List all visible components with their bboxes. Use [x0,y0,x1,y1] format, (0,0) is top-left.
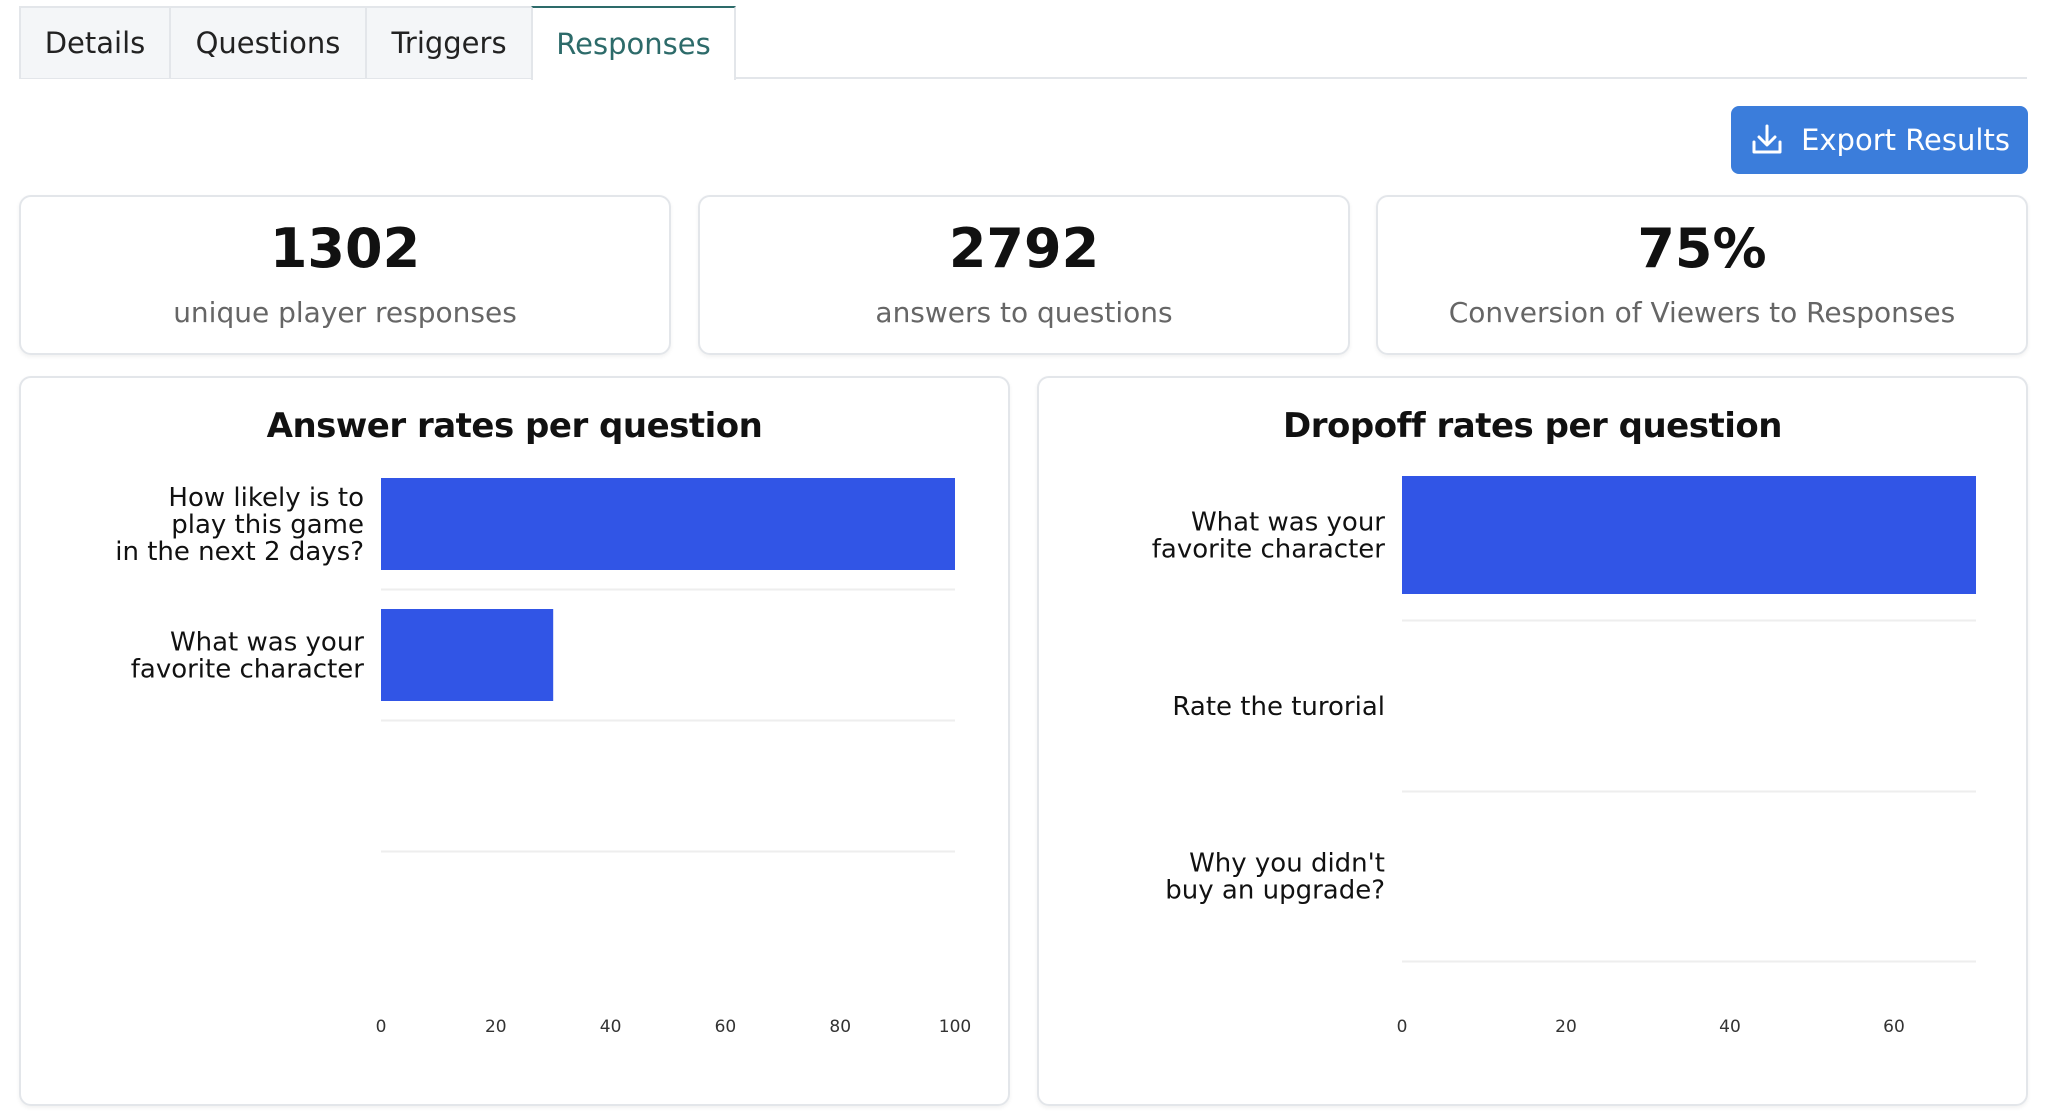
tab-responses[interactable]: Responses [531,6,736,80]
chart-title: Dropoff rates per question [1283,406,1782,446]
stat-card-conversion: 75% Conversion of Viewers to Responses [1376,195,2028,355]
category-label: What was your [1191,508,1385,538]
tab-bar-divider [19,77,2027,79]
answer-rates-chart-card: Answer rates per question How likely is … [19,376,1010,1106]
bar [1402,476,1976,594]
tab-bar: Details Questions Triggers Responses [19,6,2027,80]
x-tick-label: 40 [1719,1017,1741,1037]
stat-value: 1302 [269,216,421,280]
category-label: play this game [171,510,364,540]
x-tick-label: 0 [376,1017,387,1037]
x-tick-label: 0 [1397,1017,1408,1037]
category-label: Rate the turorial [1172,692,1385,722]
stat-value: 75% [1637,216,1767,280]
stat-card-answers: 2792 answers to questions [698,195,1350,355]
stat-label: unique player responses [173,295,517,329]
x-tick-label: 80 [829,1017,851,1037]
category-label: Why you didn't [1189,849,1385,879]
chart-title: Answer rates per question [266,406,763,446]
download-icon [1752,124,1782,154]
category-label: buy an upgrade? [1165,876,1385,906]
bar [381,609,554,701]
x-tick-label: 20 [485,1017,507,1037]
tab-details[interactable]: Details [19,6,171,78]
tab-questions[interactable]: Questions [169,6,367,78]
export-results-button[interactable]: Export Results [1731,106,2028,174]
stat-card-unique-responses: 1302 unique player responses [19,195,671,355]
category-label: What was your [170,628,364,658]
x-tick-label: 60 [715,1017,737,1037]
dropoff-rates-chart-card: Dropoff rates per question What was your… [1037,376,2028,1106]
stat-label: answers to questions [875,295,1173,329]
category-label: favorite character [1152,535,1386,565]
x-tick-label: 100 [939,1017,971,1037]
x-tick-label: 60 [1883,1017,1905,1037]
x-tick-label: 20 [1555,1017,1577,1037]
stat-label: Conversion of Viewers to Responses [1448,295,1956,329]
x-tick-label: 40 [600,1017,622,1037]
category-label: How likely is to [168,483,364,513]
stat-value: 2792 [948,216,1100,280]
bar [381,478,955,570]
tab-triggers[interactable]: Triggers [365,6,533,78]
export-results-label: Export Results [1801,123,2010,157]
category-label: in the next 2 days? [115,537,364,567]
category-label: favorite character [131,655,365,685]
